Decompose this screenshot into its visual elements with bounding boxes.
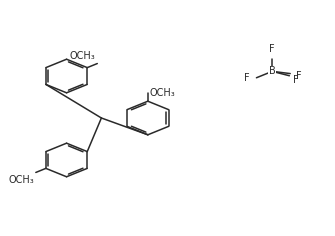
Text: OCH₃: OCH₃: [70, 51, 95, 61]
Text: OCH₃: OCH₃: [149, 88, 175, 98]
Text: F: F: [293, 75, 298, 85]
Text: B: B: [269, 66, 276, 76]
Text: F: F: [244, 73, 250, 83]
Text: OCH₃: OCH₃: [8, 175, 34, 185]
Text: F: F: [269, 44, 275, 54]
Text: F: F: [296, 71, 302, 81]
